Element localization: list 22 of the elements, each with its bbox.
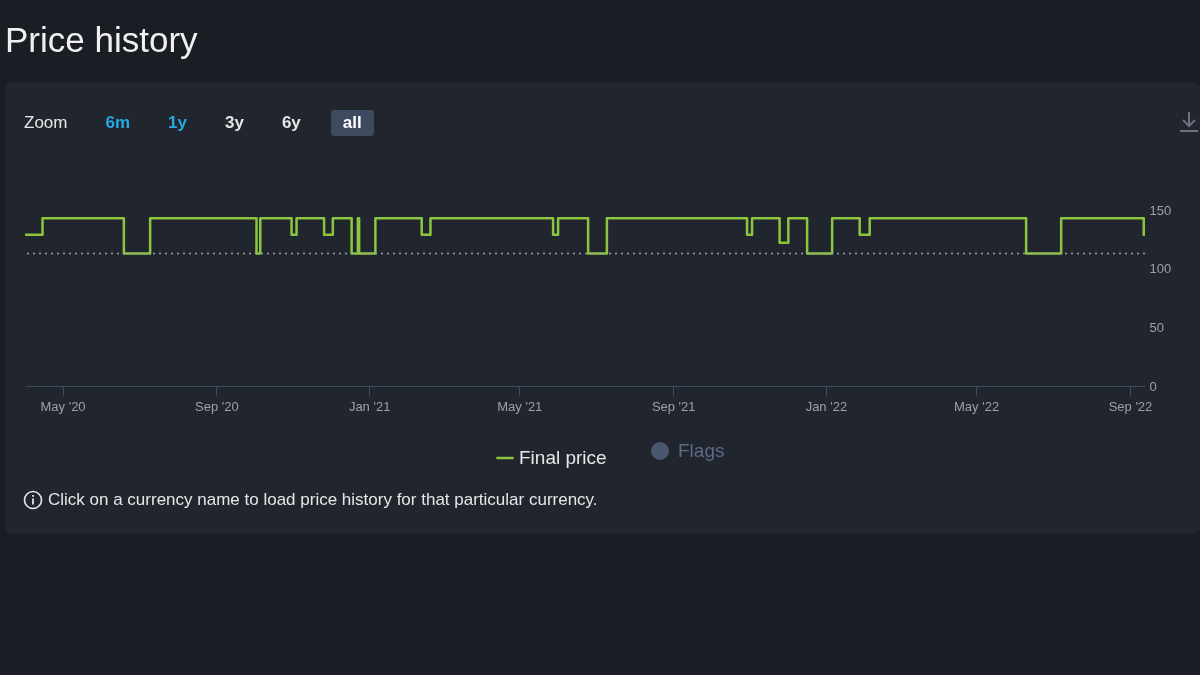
legend-label: Final price — [519, 447, 607, 468]
x-tick-label: Jan '22 — [805, 398, 848, 414]
text: Flags — [678, 440, 725, 462]
x-tick-label: Sep '22 — [1108, 398, 1153, 414]
x-tick-label: Sep '21 — [651, 398, 696, 414]
x-tick-label: Jan '21 — [348, 398, 391, 414]
text: Zoom — [24, 112, 69, 134]
x-tick-label: May '22 — [954, 398, 1000, 414]
text: 6y — [280, 112, 302, 134]
text: Click on a currency name to load price history for that particular currency. — [48, 490, 598, 510]
x-tick-label: May '21 — [497, 398, 543, 414]
text: 1y — [167, 112, 188, 134]
y-tick-label: 100 — [1149, 261, 1172, 277]
x-tick-label: Sep '20 — [195, 398, 239, 414]
text: all — [330, 110, 374, 136]
text: 3y — [223, 112, 245, 134]
y-tick-label: 150 — [1149, 202, 1172, 218]
chart-title: Price history — [5, 20, 198, 60]
y-tick-label: 0 — [1149, 378, 1157, 394]
x-tick-label: May '20 — [40, 398, 86, 414]
y-tick-label: 50 — [1149, 319, 1164, 335]
text: 6m — [104, 112, 132, 134]
